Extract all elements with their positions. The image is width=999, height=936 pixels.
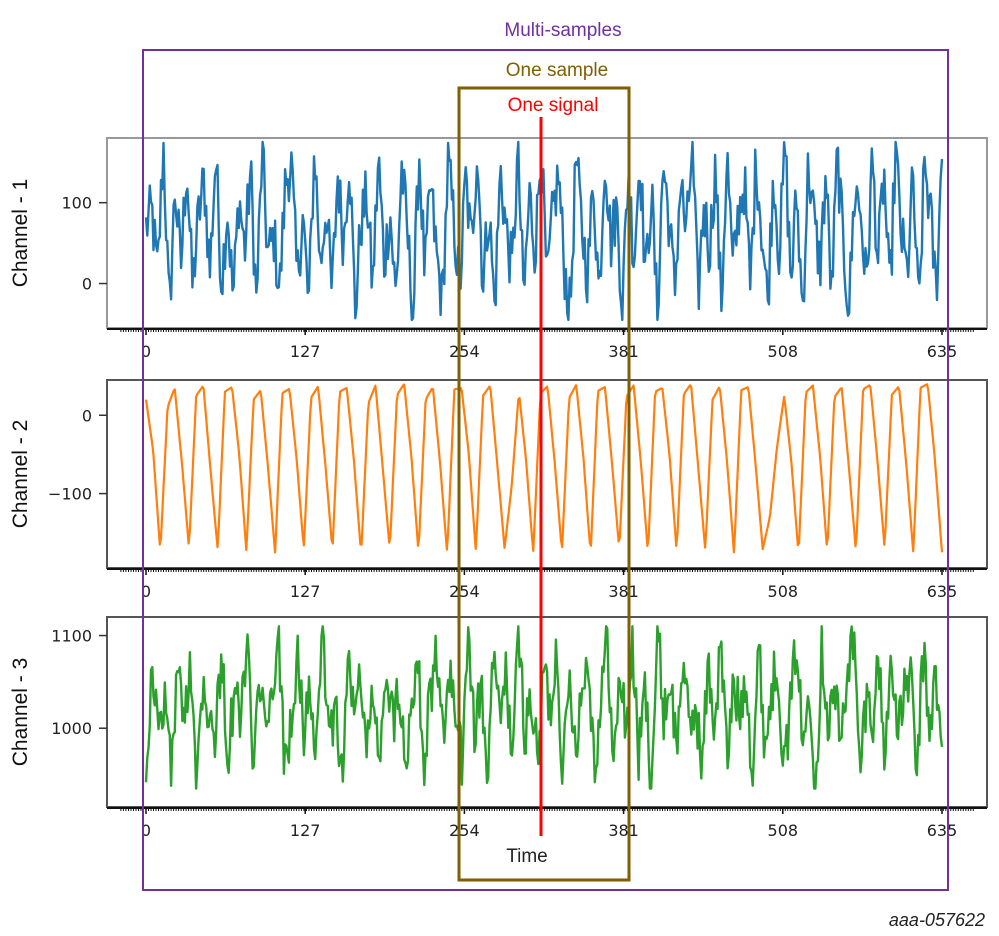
channel-3-line xyxy=(144,625,944,790)
channel-2-y-axis: −100 0 xyxy=(48,406,107,504)
y-tick-label: 1100 xyxy=(51,627,92,646)
x-tick-label: 127 xyxy=(290,582,321,601)
y-tick-label: 0 xyxy=(82,406,92,425)
figure-id: aaa-057622 xyxy=(889,910,985,930)
x-tick-label: 635 xyxy=(927,582,958,601)
channel-2-line xyxy=(144,383,944,554)
y-tick-label: −100 xyxy=(48,485,92,504)
x-tick-label: 0 xyxy=(141,582,151,601)
x-tick-label: 254 xyxy=(449,342,480,361)
channel-1-x-axis: 0 127 254 381 508 635 xyxy=(107,328,987,361)
x-tick-label: 381 xyxy=(608,821,639,840)
multi-samples-label: Multi-samples xyxy=(504,20,621,41)
x-tick-label: 254 xyxy=(449,582,480,601)
channel-1-series xyxy=(144,140,944,322)
x-tick-label: 635 xyxy=(927,342,958,361)
x-tick-label: 635 xyxy=(927,821,958,840)
channel-3-series xyxy=(144,625,944,790)
channel-1-panel: 0 127 254 381 508 635 0 100 Channel - 1 xyxy=(9,137,988,361)
x-tick-label: 127 xyxy=(290,342,321,361)
multi-samples-box xyxy=(142,49,949,891)
channel-3-panel: 0 127 254 381 508 635 1000 1100 Channel - 3 xyxy=(9,616,988,840)
channel-3-x-axis: 0 127 254 381 508 635 xyxy=(107,807,987,840)
x-tick-label: 254 xyxy=(449,821,480,840)
channel-3-y-axis: 1000 1100 xyxy=(51,627,107,738)
channel-3-ylabel: Channel - 3 xyxy=(9,658,32,767)
one-signal-label: One signal xyxy=(508,95,599,116)
y-tick-label: 1000 xyxy=(51,719,92,738)
channel-2-x-axis: 0 127 254 381 508 635 xyxy=(107,568,987,601)
x-tick-label: 0 xyxy=(141,821,151,840)
channel-1-ylabel: Channel - 1 xyxy=(9,179,32,288)
channel-2-panel: 0 127 254 381 508 635 −100 0 Channel - 2 xyxy=(9,379,988,601)
channel-1-y-axis: 0 100 xyxy=(61,194,107,294)
x-axis-label: Time xyxy=(506,846,548,867)
channel-1-frame xyxy=(106,137,988,329)
y-tick-label: 100 xyxy=(61,194,92,213)
channel-1-line xyxy=(144,140,944,322)
one-sample-box xyxy=(457,86,631,882)
y-tick-label: 0 xyxy=(82,275,92,294)
x-tick-label: 127 xyxy=(290,821,321,840)
channel-2-ylabel: Channel - 2 xyxy=(9,420,32,529)
one-sample-label: One sample xyxy=(506,60,608,81)
x-tick-label: 0 xyxy=(141,342,151,361)
x-tick-label: 508 xyxy=(768,821,799,840)
x-tick-label: 381 xyxy=(608,582,639,601)
channel-2-series xyxy=(144,383,944,554)
x-tick-label: 381 xyxy=(608,342,639,361)
x-tick-label: 508 xyxy=(768,342,799,361)
x-tick-label: 508 xyxy=(768,582,799,601)
